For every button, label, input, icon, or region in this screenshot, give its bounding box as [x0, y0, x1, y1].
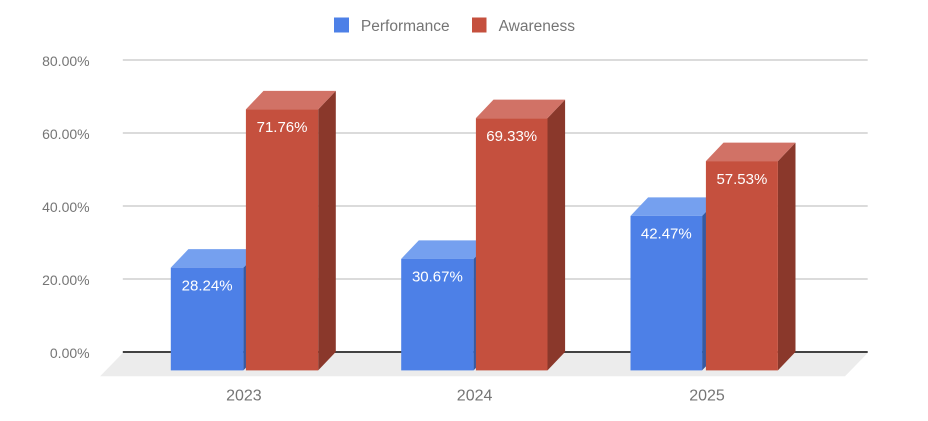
svg-text:40.00%: 40.00% [42, 199, 89, 215]
svg-text:20.00%: 20.00% [42, 272, 89, 288]
svg-text:Performance: Performance [361, 18, 450, 35]
svg-text:2023: 2023 [226, 388, 262, 405]
svg-text:Awareness: Awareness [499, 18, 576, 35]
svg-text:57.53%: 57.53% [716, 171, 767, 188]
svg-text:71.76%: 71.76% [257, 119, 308, 136]
svg-text:69.33%: 69.33% [486, 128, 537, 145]
svg-text:60.00%: 60.00% [42, 126, 89, 142]
svg-text:2025: 2025 [689, 388, 725, 405]
svg-text:30.67%: 30.67% [412, 268, 463, 285]
svg-text:28.24%: 28.24% [182, 277, 233, 294]
svg-text:0.00%: 0.00% [50, 345, 90, 361]
svg-text:80.00%: 80.00% [42, 53, 89, 69]
svg-text:2024: 2024 [457, 388, 493, 405]
svg-text:42.47%: 42.47% [641, 226, 692, 243]
